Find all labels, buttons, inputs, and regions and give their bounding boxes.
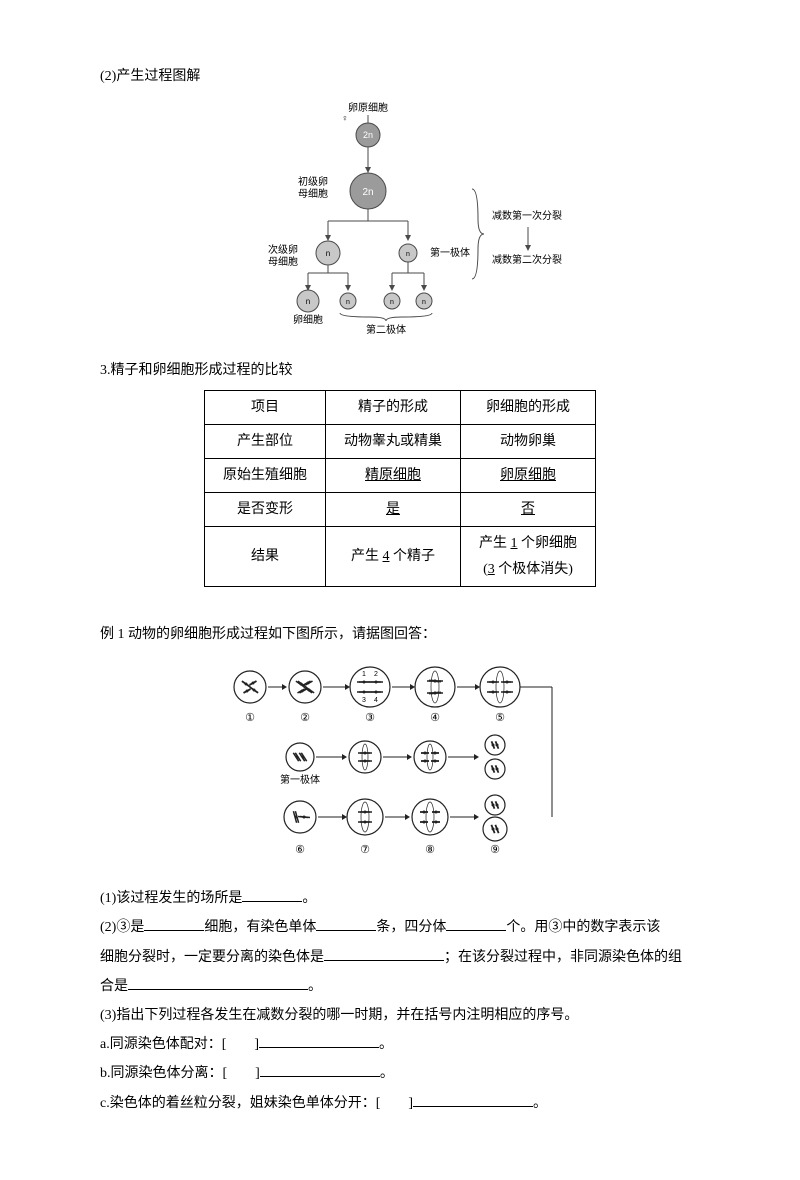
q2e: 细胞分裂时，一定要分离的染色体是 bbox=[100, 950, 324, 965]
svg-text:减数第二次分裂: 减数第二次分裂 bbox=[492, 253, 562, 266]
table-cell: 卵原细胞 bbox=[461, 458, 596, 492]
table-cell: 产生部位 bbox=[205, 424, 326, 458]
q2d: 个。用③中的数字表示该 bbox=[506, 920, 660, 935]
q2c: 条，四分体 bbox=[376, 920, 446, 935]
svg-text:3: 3 bbox=[362, 697, 366, 704]
svg-text:④: ④ bbox=[430, 712, 440, 724]
table-cell: 是 bbox=[326, 493, 461, 527]
svg-text:n: n bbox=[326, 249, 330, 258]
table-cell: 否 bbox=[461, 493, 596, 527]
table-cell: 卵细胞的形成 bbox=[461, 390, 596, 424]
svg-text:⑥: ⑥ bbox=[295, 844, 305, 856]
q2a: (2)③是 bbox=[100, 920, 144, 935]
svg-text:卵原细胞: 卵原细胞 bbox=[348, 101, 388, 114]
q1-blank[interactable] bbox=[242, 887, 302, 902]
q3c-text: c.染色体的着丝粒分裂，姐妹染色单体分开：[ ] bbox=[100, 1096, 413, 1111]
svg-text:n: n bbox=[390, 299, 394, 306]
question-3c: c.染色体的着丝粒分裂，姐妹染色单体分开：[ ] 。 bbox=[100, 1091, 700, 1116]
svg-text:③: ③ bbox=[365, 712, 375, 724]
question-2-line2: 细胞分裂时，一定要分离的染色体是 ；在该分裂过程中，非同源染色体的组 bbox=[100, 945, 700, 970]
svg-text:⑧: ⑧ bbox=[425, 844, 435, 856]
q2-blank-2[interactable] bbox=[316, 916, 376, 931]
table-cell: 动物睾丸或精巢 bbox=[326, 424, 461, 458]
svg-text:次级卵母细胞: 次级卵母细胞 bbox=[268, 243, 298, 268]
svg-text:减数第一次分裂: 减数第一次分裂 bbox=[492, 209, 562, 222]
svg-text:⑨: ⑨ bbox=[490, 844, 500, 856]
svg-text:♀: ♀ bbox=[342, 113, 349, 123]
question-2: (2)③是 细胞，有染色单体 条，四分体 个。用③中的数字表示该 bbox=[100, 915, 700, 940]
comparison-table: 项目精子的形成卵细胞的形成产生部位动物睾丸或精巢动物卵巢原始生殖细胞精原细胞卵原… bbox=[204, 390, 596, 587]
section-a-title: (2)产生过程图解 bbox=[100, 64, 700, 89]
table-cell: 精子的形成 bbox=[326, 390, 461, 424]
oogenesis-diagram: 卵原细胞♀ 2n 初级卵母细胞 2n 次级卵母细胞 n n 第一极体 n n n n 卵细胞第二极体 减数… bbox=[100, 99, 700, 348]
q2g: 合是 bbox=[100, 979, 128, 994]
svg-text:⑦: ⑦ bbox=[360, 844, 370, 856]
q2-blank-1[interactable] bbox=[144, 916, 204, 931]
q2f: ；在该分裂过程中，非同源染色体的组 bbox=[444, 950, 682, 965]
table-cell: 结果 bbox=[205, 527, 326, 586]
q3c-blank[interactable] bbox=[413, 1092, 533, 1107]
svg-text:⑤: ⑤ bbox=[495, 712, 505, 724]
question-3b: b.同源染色体分离：[ ] 。 bbox=[100, 1061, 700, 1086]
q2-blank-5[interactable] bbox=[128, 975, 308, 990]
table-cell: 动物卵巢 bbox=[461, 424, 596, 458]
question-3: (3)指出下列过程各发生在减数分裂的哪一时期，并在括号内注明相应的序号。 bbox=[100, 1003, 700, 1028]
q2h: 。 bbox=[308, 979, 322, 994]
table-cell: 产生 4 个精子 bbox=[326, 527, 461, 586]
q3a-blank[interactable] bbox=[259, 1033, 379, 1048]
q3b-blank[interactable] bbox=[260, 1062, 380, 1077]
table-cell: 精原细胞 bbox=[326, 458, 461, 492]
table-cell: 原始生殖细胞 bbox=[205, 458, 326, 492]
q1-text: (1)该过程发生的场所是 bbox=[100, 891, 242, 906]
q2b: 细胞，有染色单体 bbox=[204, 920, 316, 935]
q1-end: 。 bbox=[302, 891, 316, 906]
q3a-end: 。 bbox=[379, 1037, 393, 1052]
svg-text:卵细胞: 卵细胞 bbox=[293, 313, 323, 326]
q3c-end: 。 bbox=[533, 1096, 547, 1111]
q3b-text: b.同源染色体分离：[ ] bbox=[100, 1066, 260, 1081]
question-2-line3: 合是 。 bbox=[100, 974, 700, 999]
example-diagram: 1 2 3 4 ① ② ③ ④ ⑤ 第一极体 ⑥ ⑦ ⑧ ⑨ bbox=[100, 657, 700, 876]
svg-text:第二极体: 第二极体 bbox=[366, 323, 406, 336]
svg-text:第一极体: 第一极体 bbox=[430, 246, 470, 259]
svg-text:n: n bbox=[306, 297, 310, 306]
svg-text:初级卵母细胞: 初级卵母细胞 bbox=[298, 175, 328, 200]
question-3a: a.同源染色体配对：[ ] 。 bbox=[100, 1032, 700, 1057]
svg-text:n: n bbox=[346, 299, 350, 306]
svg-text:2n: 2n bbox=[362, 187, 373, 198]
svg-text:4: 4 bbox=[374, 697, 378, 704]
svg-text:2: 2 bbox=[374, 671, 378, 678]
example-title: 例 1 动物的卵细胞形成过程如下图所示，请据图回答： bbox=[100, 622, 700, 647]
svg-text:n: n bbox=[422, 299, 426, 306]
svg-text:第一极体: 第一极体 bbox=[280, 773, 320, 786]
svg-text:2n: 2n bbox=[363, 130, 373, 140]
svg-text:①: ① bbox=[245, 712, 255, 724]
section-b-title: 3.精子和卵细胞形成过程的比较 bbox=[100, 358, 700, 383]
table-cell: 产生 1 个卵细胞(3 个极体消失) bbox=[461, 527, 596, 586]
q2-blank-3[interactable] bbox=[446, 916, 506, 931]
svg-text:n: n bbox=[406, 251, 410, 258]
q2-blank-4[interactable] bbox=[324, 946, 444, 961]
question-1: (1)该过程发生的场所是 。 bbox=[100, 886, 700, 911]
table-cell: 是否变形 bbox=[205, 493, 326, 527]
svg-text:②: ② bbox=[300, 712, 310, 724]
table-cell: 项目 bbox=[205, 390, 326, 424]
svg-text:1: 1 bbox=[362, 671, 366, 678]
q3b-end: 。 bbox=[380, 1066, 394, 1081]
q3a-text: a.同源染色体配对：[ ] bbox=[100, 1037, 259, 1052]
